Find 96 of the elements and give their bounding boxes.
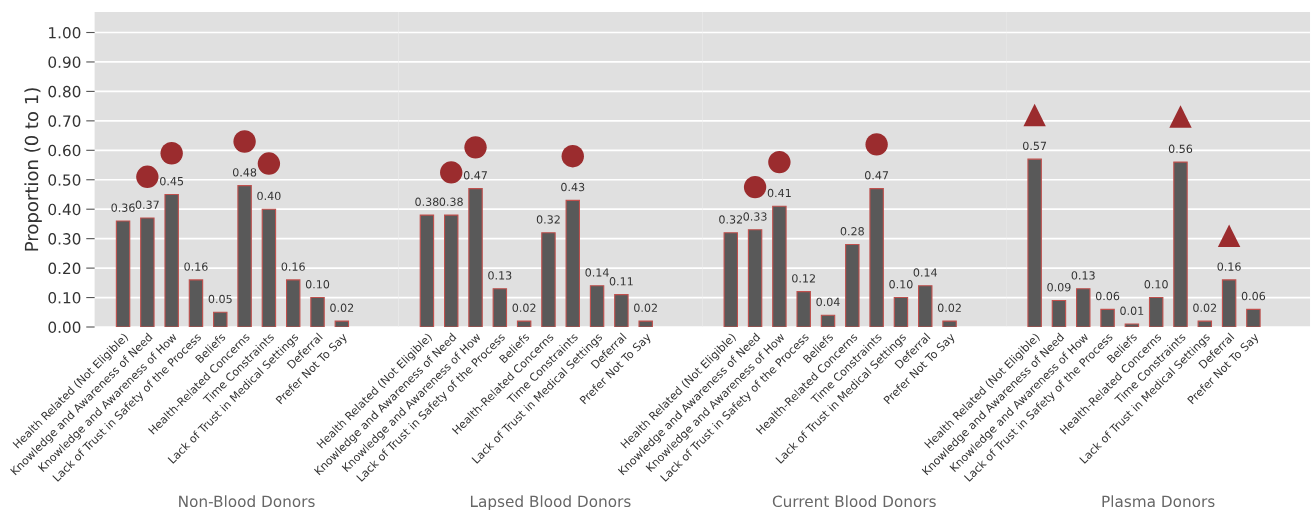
bar xyxy=(565,199,581,327)
bar xyxy=(1173,161,1188,327)
data-label: 0.38 xyxy=(439,197,463,206)
bar xyxy=(1100,308,1115,327)
data-label: 0.05 xyxy=(208,294,232,304)
data-label: 0.32 xyxy=(536,215,560,224)
data-label: 0.10 xyxy=(889,280,913,289)
bar xyxy=(285,279,301,327)
bar xyxy=(614,294,629,327)
data-label: 0.41 xyxy=(767,188,791,198)
bar xyxy=(443,214,459,327)
data-label: 0.11 xyxy=(609,277,633,286)
y-tick-label: 0.50 xyxy=(48,174,81,186)
y-tick-label: 0.60 xyxy=(48,144,81,157)
data-label: 0.02 xyxy=(330,303,354,313)
x-axis-title: Current Blood Donors xyxy=(772,495,936,508)
y-tick-label: 0.80 xyxy=(48,85,81,98)
data-label: 0.06 xyxy=(1095,291,1120,301)
data-label: 0.16 xyxy=(184,262,208,271)
bar xyxy=(723,232,739,327)
data-label: 0.57 xyxy=(1023,141,1047,151)
y-tick-label: 0.90 xyxy=(48,56,81,68)
data-label: 0.47 xyxy=(463,171,487,180)
y-tick-label: 0.30 xyxy=(48,233,81,245)
bar xyxy=(772,205,787,327)
data-label: 0.04 xyxy=(816,297,840,307)
data-label: 0.02 xyxy=(937,303,961,313)
bar xyxy=(918,285,933,327)
bar xyxy=(237,185,252,327)
data-label: 0.32 xyxy=(719,215,743,224)
bar xyxy=(747,229,763,327)
data-label: 0.16 xyxy=(281,262,305,271)
y-axis-title: Proportion (0 to 1) xyxy=(24,88,42,251)
bar xyxy=(164,193,179,327)
bar xyxy=(942,320,957,327)
bar xyxy=(1051,299,1067,327)
data-label: 0.12 xyxy=(792,274,815,283)
bar xyxy=(541,232,556,327)
y-tick-label: 0.00 xyxy=(48,321,81,334)
bar xyxy=(1246,308,1261,327)
data-label: 0.02 xyxy=(1193,303,1217,313)
bar xyxy=(188,279,204,327)
bar xyxy=(820,314,836,327)
data-label: 0.37 xyxy=(135,200,159,209)
bar xyxy=(1124,323,1140,327)
bar xyxy=(1027,158,1042,327)
data-label: 0.47 xyxy=(864,171,889,180)
bar xyxy=(261,208,277,327)
data-label: 0.14 xyxy=(913,268,937,277)
bar xyxy=(893,296,909,327)
bar xyxy=(638,320,653,327)
data-label: 0.01 xyxy=(1120,306,1144,315)
x-axis-title: Non-Blood Donors xyxy=(179,495,315,508)
y-tick-label: 0.20 xyxy=(48,262,81,275)
bar xyxy=(213,311,228,327)
data-label: 0.10 xyxy=(1144,280,1168,289)
y-tick-label: 0.40 xyxy=(48,203,81,216)
data-label: 0.09 xyxy=(1047,283,1071,292)
bar xyxy=(1197,320,1213,327)
bar xyxy=(1148,296,1164,327)
data-label: 0.13 xyxy=(488,271,512,280)
bar xyxy=(1076,288,1091,327)
data-label: 0.33 xyxy=(743,212,767,221)
data-label: 0.48 xyxy=(232,168,257,177)
bar xyxy=(1221,279,1237,327)
data-label: 0.02 xyxy=(512,303,536,313)
bar xyxy=(589,285,605,327)
bar xyxy=(796,291,811,327)
bar xyxy=(492,288,508,327)
data-label: 0.36 xyxy=(111,203,135,212)
data-label: 0.16 xyxy=(1217,262,1241,271)
data-label: 0.13 xyxy=(1071,271,1095,280)
data-label: 0.38 xyxy=(415,197,439,206)
data-label: 0.06 xyxy=(1241,291,1266,301)
bar xyxy=(419,214,435,327)
bar xyxy=(310,296,325,327)
y-tick-label: 0.10 xyxy=(48,292,81,304)
bar xyxy=(334,320,350,327)
x-axis-title: Plasma Donors xyxy=(1102,495,1215,508)
data-label: 0.14 xyxy=(585,268,609,277)
bar xyxy=(845,243,860,327)
data-label: 0.43 xyxy=(561,182,585,192)
bar xyxy=(869,188,884,327)
data-label: 0.56 xyxy=(1168,144,1193,153)
data-label: 0.28 xyxy=(840,227,864,236)
y-tick-label: 1.00 xyxy=(49,26,81,39)
data-label: 0.40 xyxy=(257,191,281,201)
data-label: 0.10 xyxy=(305,280,330,289)
data-label: 0.45 xyxy=(160,176,184,186)
bar xyxy=(115,220,131,327)
data-label: 0.02 xyxy=(634,303,657,313)
y-tick-label: 0.70 xyxy=(48,115,81,127)
bar xyxy=(468,188,483,327)
bar xyxy=(516,320,532,327)
x-axis-title: Lapsed Blood Donors xyxy=(470,495,631,511)
bar xyxy=(140,217,155,327)
